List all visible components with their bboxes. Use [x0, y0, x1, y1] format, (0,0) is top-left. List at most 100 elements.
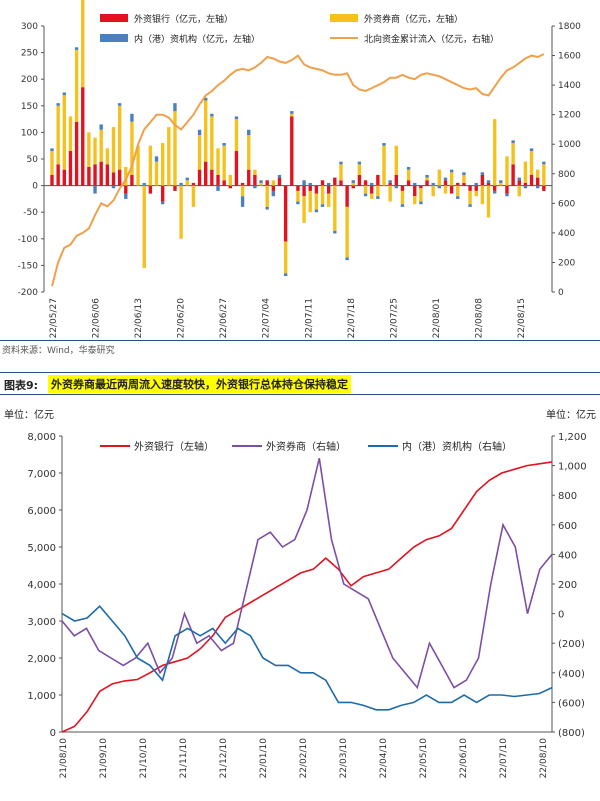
bank-bar — [320, 180, 325, 186]
broker-bar — [142, 185, 146, 269]
divider — [0, 394, 600, 395]
broker-bar — [216, 148, 220, 175]
legend-label-hk: 内（港）资机构（亿元，左轴） — [134, 33, 260, 45]
broker-bar — [271, 180, 276, 186]
legend-label-bank: 外资银行（左轴） — [134, 440, 214, 453]
right-tick-label: 1000 — [558, 140, 581, 150]
broker-bar — [228, 174, 232, 186]
broker-bar — [283, 241, 288, 274]
broker-bar — [210, 116, 214, 170]
broker-bar — [308, 190, 312, 213]
hk-bar — [382, 143, 386, 146]
broker-bar — [160, 143, 165, 186]
x-tick-label: 21/11/10 — [179, 738, 189, 779]
x-tick-label: 21/12/10 — [219, 738, 229, 779]
bank-bar — [191, 182, 196, 186]
x-tick-label: 22/06/13 — [134, 298, 144, 338]
broker-bar — [296, 190, 300, 202]
bank-line — [61, 461, 553, 733]
hk-bar — [492, 190, 497, 194]
broker-bar — [50, 151, 54, 175]
hk-bar — [363, 193, 368, 197]
broker-bar — [191, 185, 196, 207]
bank-bar — [388, 182, 392, 186]
broker-bar — [388, 185, 392, 202]
broker-bar — [425, 177, 429, 181]
legend-swatch-bank — [100, 14, 128, 22]
broker-bar — [382, 145, 386, 186]
hk-bar — [240, 196, 245, 207]
hk-bar — [154, 156, 159, 162]
bank-bar — [111, 172, 116, 186]
broker-bar — [240, 185, 245, 197]
bank-bar — [456, 182, 460, 186]
bank-bar — [370, 185, 374, 194]
left-tick-label: 200 — [21, 75, 38, 85]
bank-bar — [173, 185, 177, 191]
right-tick-label: (800) — [558, 728, 585, 739]
bank-bar — [117, 169, 122, 186]
hk-bar — [431, 182, 435, 186]
bank-bar — [105, 164, 110, 186]
bank-bar — [480, 174, 485, 186]
bank-bar — [406, 180, 411, 186]
bank-bar — [449, 185, 454, 194]
broker-bar — [486, 185, 491, 218]
bank-bar — [486, 182, 491, 186]
x-tick-label: 22/08/10 — [539, 738, 549, 779]
broker-bar — [413, 196, 417, 205]
bank-bar — [351, 185, 355, 189]
broker-bar — [253, 169, 257, 175]
broker-bar — [419, 188, 423, 202]
bank-bar — [283, 185, 288, 242]
left-tick-label: 0 — [50, 728, 56, 739]
broker-bar — [320, 185, 325, 205]
figure-title: 外资券商最近两周流入速度较快，外资银行总体持仓保持稳定 — [48, 375, 351, 393]
bank-bar — [253, 174, 257, 186]
right-tick-label: 0 — [558, 610, 564, 621]
cumulative-inflow-line — [51, 53, 545, 287]
broker-bar — [154, 161, 159, 186]
right-tick-label: 1,200 — [558, 432, 587, 443]
broker-bar — [339, 164, 343, 181]
broker-bar — [185, 180, 189, 186]
broker-bar — [437, 169, 442, 186]
broker-bar — [400, 190, 405, 205]
bank-bar — [443, 180, 448, 186]
broker-bar — [56, 105, 60, 165]
left-tick-label: 5,000 — [27, 543, 56, 554]
broker-bar — [74, 49, 79, 122]
hk-bar — [517, 177, 521, 181]
hk-bar — [314, 209, 319, 213]
broker-bar — [449, 172, 454, 186]
hk-bar — [271, 190, 276, 197]
hk-bar — [462, 172, 466, 175]
bank-bar — [517, 180, 521, 186]
broker-bar — [124, 166, 128, 186]
bank-bar — [542, 185, 546, 191]
hk-bar — [179, 182, 183, 186]
broker-bar — [117, 105, 122, 170]
broker-bar — [173, 111, 177, 186]
bank-bar — [277, 177, 282, 186]
x-tick-label: 21/09/10 — [99, 738, 109, 779]
right-tick-label: 1400 — [558, 81, 581, 91]
x-tick-label: 22/03/10 — [339, 738, 349, 779]
bank-bar — [492, 185, 497, 191]
bank-bar — [505, 185, 509, 194]
x-tick-label: 22/02/10 — [299, 738, 309, 779]
left-tick-label: 4,000 — [27, 580, 56, 591]
hk-bar — [50, 148, 54, 152]
legend-label-hk: 内（港）资机构（右轴） — [402, 440, 512, 453]
bank-bar — [81, 87, 85, 186]
hk-line — [61, 605, 553, 711]
left-tick-label: 1,000 — [27, 691, 56, 702]
bank-bar — [326, 185, 331, 194]
x-tick-label: 22/06/06 — [92, 298, 102, 339]
broker-bar — [247, 135, 251, 170]
left-tick-label: 7,000 — [27, 469, 56, 480]
divider — [0, 372, 600, 373]
bank-bar — [247, 169, 251, 186]
hk-bar — [308, 182, 312, 186]
bank-bar — [523, 182, 528, 186]
